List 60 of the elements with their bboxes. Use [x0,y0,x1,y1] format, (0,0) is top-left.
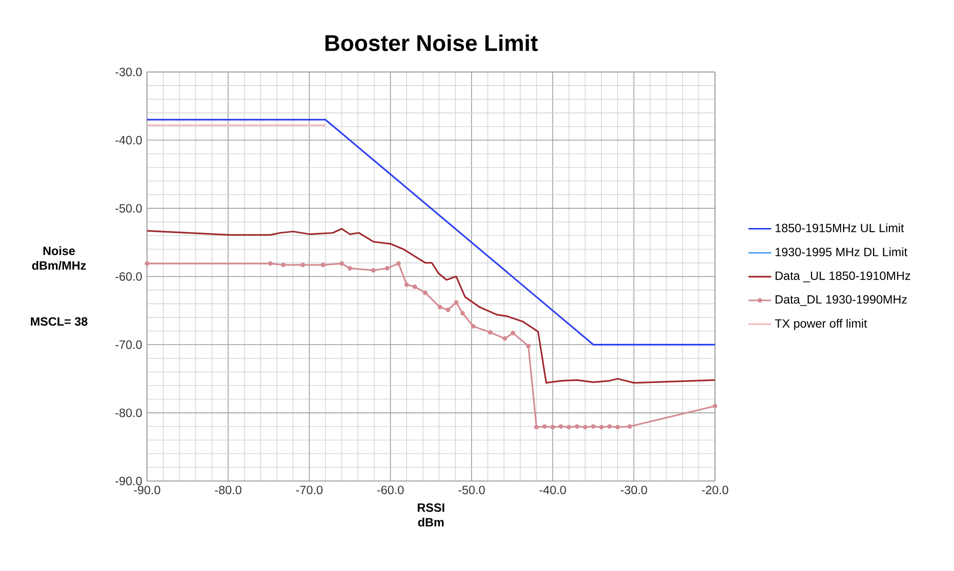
text: MSCL= 38 [30,317,88,326]
point [550,424,555,430]
legend-label: TX power off limit [774,318,868,330]
x-tick-label: -40.0 [540,486,566,494]
x-tick-label: -60.0 [377,486,404,494]
point [339,261,344,266]
point [412,284,418,289]
point [558,424,564,429]
y-tick-label: -90.0 [115,476,142,486]
y-tick-label: -60.0 [115,272,142,281]
x-tick-label: -30.0 [620,486,648,494]
point [438,304,442,310]
point [460,311,465,316]
y-tick-label: -30.0 [115,68,142,76]
point [404,282,409,287]
point [396,261,401,266]
point [628,424,632,429]
point [712,404,718,408]
point [423,290,428,296]
legend-label: 1850-1915MHz UL Limit [776,223,904,232]
x-tick-label: -70.0 [296,486,322,494]
x-tick-label: -20.0 [702,486,728,494]
point [607,424,612,429]
point [599,424,604,430]
y-axis-title: Noise dBm/MHz [32,246,86,270]
x-tick-label: -80.0 [215,486,242,494]
point [615,424,620,430]
point [454,300,458,305]
y-tick-label: -80.0 [115,408,142,418]
point [502,336,508,341]
point [268,261,273,266]
point [488,330,492,335]
point [144,261,150,266]
chart-title: Booster Noise Limit [325,34,538,52]
point [348,266,352,271]
point [542,424,547,429]
y-tick-label: -40.0 [115,136,142,144]
point [591,424,596,429]
point [470,324,476,329]
point [534,424,539,430]
legend-label: Data_DL 1930-1990MHz [776,295,907,306]
point [300,262,306,268]
y-tick-label: -70.0 [115,340,142,349]
point [574,424,580,429]
point [582,424,588,430]
point [446,308,450,312]
point [510,330,516,336]
point [320,262,326,268]
x-tick-label: -90.0 [134,486,160,494]
y-tick-label: -50.0 [115,204,142,213]
point [281,262,286,268]
legend-label: 1930-1995 MHz DL Limit [776,247,908,256]
point [384,266,390,271]
line-series [147,228,715,384]
point [526,344,531,348]
point [371,268,376,273]
x-axis-title: RSSI dBm [418,503,444,527]
point [566,424,572,430]
legend-label: Data _UL 1850-1910MHz [776,271,910,282]
x-tick-label: -50.0 [458,486,485,494]
